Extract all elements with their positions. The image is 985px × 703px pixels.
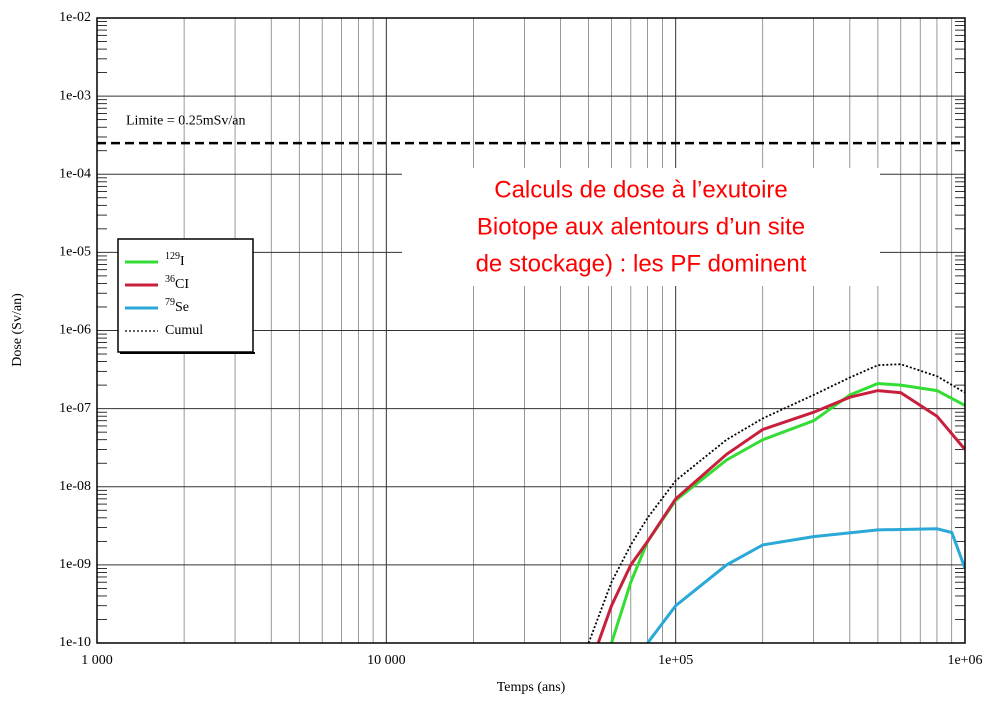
y-tick-label: 1e-05 (59, 245, 91, 260)
series-line (587, 363, 965, 643)
legend-mass: 129 (165, 251, 180, 262)
limit-label: Limite = 0.25mSv/an (126, 113, 246, 128)
series-line (646, 527, 965, 643)
series-line (610, 381, 965, 643)
plot-frame (96, 17, 966, 644)
legend-box (117, 238, 254, 353)
legend-mass: 79 (165, 297, 175, 308)
legend-label: 79Se (165, 297, 189, 315)
chart-title: de stockage) : les PF dominent (476, 250, 807, 277)
legend-name: I (180, 254, 185, 269)
y-tick-label: 1e-10 (59, 635, 91, 650)
legend-label: 129I (165, 251, 185, 269)
y-tick-label: 1e-03 (59, 88, 91, 103)
y-tick-label: 1e-06 (59, 323, 91, 338)
chart-title: Biotope aux alentours d’un site (477, 213, 805, 240)
legend-mass: 36 (165, 274, 175, 285)
y-tick-label: 1e-02 (59, 10, 91, 25)
legend-label: Cumul (165, 323, 203, 338)
legend-label: 36CI (165, 274, 189, 292)
x-tick-label: 1 000 (81, 653, 113, 668)
y-tick-label: 1e-08 (59, 479, 91, 494)
x-tick-label: 10 000 (367, 653, 406, 668)
series-line (596, 389, 965, 643)
legend-name: Cumul (165, 323, 203, 338)
x-tick-label: 1e+05 (658, 653, 693, 668)
legend-name: CI (175, 277, 189, 292)
y-tick-label: 1e-07 (59, 401, 91, 416)
legend-name: Se (175, 300, 189, 315)
y-tick-label: 1e-09 (59, 557, 91, 572)
y-axis-label: Dose (Sv/an) (10, 293, 25, 367)
title-background (402, 168, 880, 286)
x-tick-label: 1e+06 (947, 653, 982, 668)
chart-title: Calculs de dose à l’exutoire (494, 176, 788, 203)
x-axis-label: Temps (ans) (497, 680, 566, 695)
y-tick-label: 1e-04 (59, 166, 91, 181)
